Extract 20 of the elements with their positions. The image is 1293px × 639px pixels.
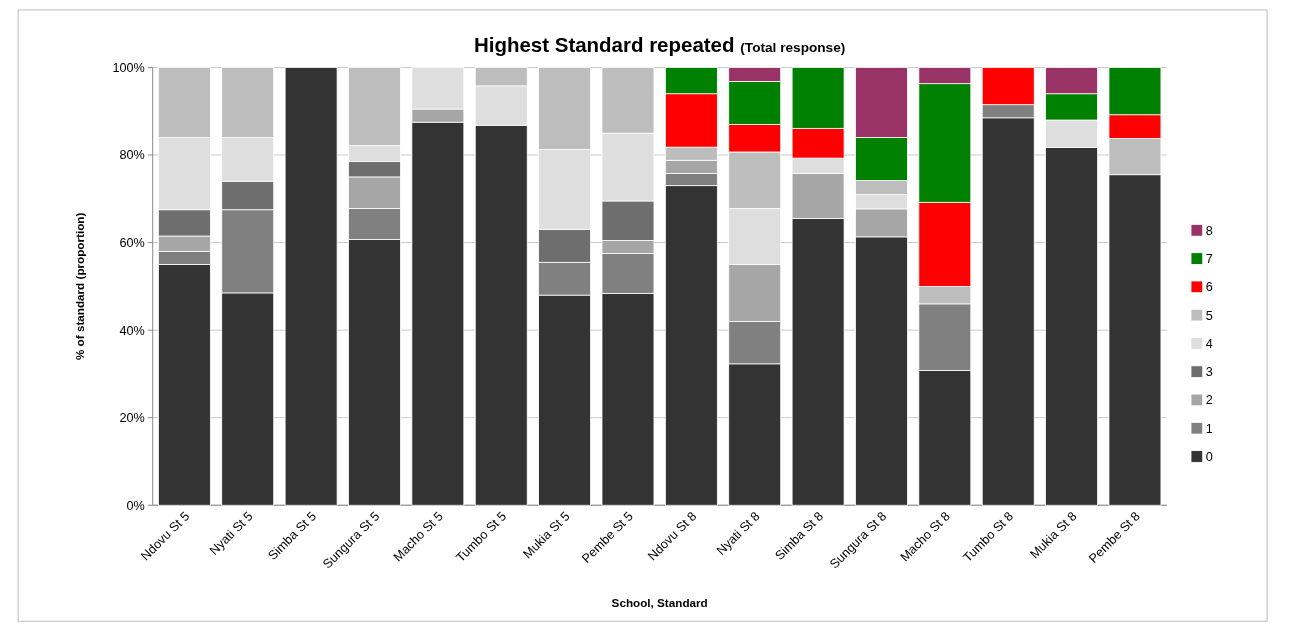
legend-label: 1: [1205, 421, 1213, 436]
legend-label: 7: [1205, 252, 1213, 266]
y-tick-label: 60%: [119, 236, 145, 251]
x-axis-title: School, Standard: [611, 595, 708, 609]
chart-subtitle: (Total response): [740, 39, 846, 55]
y-axis-title: % of standard (proportion): [73, 212, 87, 361]
legend-label: 4: [1205, 336, 1213, 351]
chart-title: Highest Standard repeated: [474, 32, 735, 56]
y-tick-label: 80%: [119, 148, 145, 163]
bar: [284, 67, 338, 506]
y-tick-label: 40%: [119, 323, 145, 338]
legend-label: 6: [1205, 280, 1213, 295]
legend-label: 8: [1205, 223, 1213, 238]
legend-label: 3: [1205, 365, 1213, 380]
legend-label: 0: [1205, 449, 1213, 464]
y-tick-label: 20%: [119, 411, 145, 426]
legend-label: 2: [1205, 393, 1213, 408]
y-tick-label: 0%: [126, 498, 145, 513]
y-tick-label: 100%: [112, 60, 145, 75]
legend-label: 5: [1205, 308, 1213, 323]
